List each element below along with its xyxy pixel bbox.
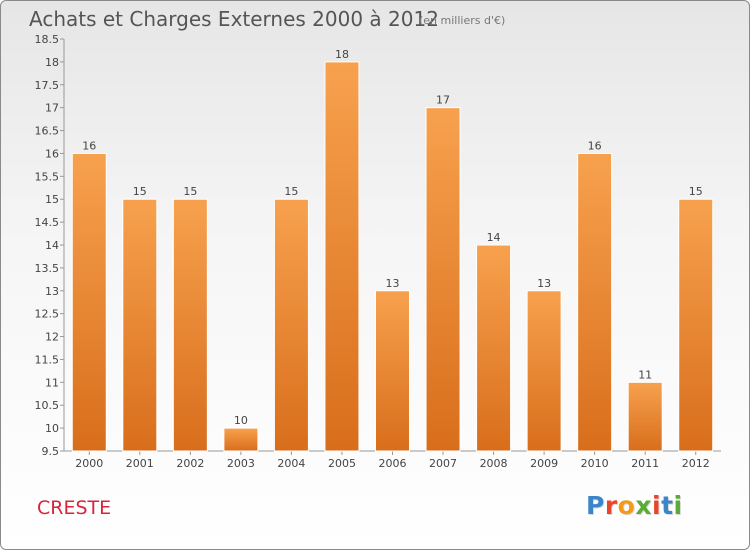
logo-letter: P <box>586 491 605 520</box>
y-tick-label: 13.5 <box>35 262 60 275</box>
x-tick-label: 2006 <box>379 457 407 470</box>
y-tick-label: 17.5 <box>35 79 60 92</box>
bar-value-label: 15 <box>284 185 298 198</box>
y-tick-label: 15.5 <box>35 170 60 183</box>
y-tick-label: 14 <box>45 239 59 252</box>
y-tick-label: 10 <box>45 422 59 435</box>
y-tick-label: 16 <box>45 147 59 160</box>
bar-value-label: 13 <box>386 277 400 290</box>
chart-axes: 9.5 10 10.5 11 11.5 12 12.5 13 13.5 14 14.5 15 15.5 1… <box>35 33 721 470</box>
y-tick-label: 13 <box>45 285 59 298</box>
bar-2003[interactable] <box>223 427 259 452</box>
bar-value-label: 14 <box>487 231 501 244</box>
x-tick-label: 2004 <box>277 457 305 470</box>
y-tick-label: 10.5 <box>35 399 60 412</box>
y-tick-label: 12 <box>45 331 59 344</box>
y-tick-label: 12.5 <box>35 308 60 321</box>
logo-letter: t <box>661 491 674 520</box>
bar-2004[interactable] <box>273 198 309 452</box>
x-tick-label: 2005 <box>328 457 356 470</box>
bar-2011[interactable] <box>627 381 663 452</box>
logo-letter: i <box>673 491 683 520</box>
bar-value-label: 16 <box>588 139 602 152</box>
bar-2006[interactable] <box>375 290 410 452</box>
bar-2008[interactable] <box>476 244 512 452</box>
bar-2000[interactable] <box>71 152 107 452</box>
logo-letter: r <box>604 491 618 520</box>
x-tick-label: 2000 <box>75 457 103 470</box>
x-tick-label: 2007 <box>429 457 457 470</box>
commune-name: CRESTE <box>37 497 112 519</box>
bar-value-label: 18 <box>335 48 349 61</box>
y-tick-label: 16.5 <box>35 125 60 138</box>
bar-value-label: 10 <box>234 414 248 427</box>
y-tick-label: 9.5 <box>42 445 60 458</box>
bar-value-label: 17 <box>436 94 450 107</box>
x-tick-label: 2002 <box>176 457 204 470</box>
chart-title: Achats et Charges Externes 2000 à 2012 <box>29 7 439 31</box>
bar-2005[interactable] <box>324 61 360 452</box>
logo-letter: i <box>652 491 662 520</box>
bar-value-label: 13 <box>537 277 551 290</box>
chart-unit: (en milliers d'€) <box>419 14 506 27</box>
logo-letter: x <box>635 491 652 520</box>
bar-2007[interactable] <box>425 107 461 452</box>
bar-2010[interactable] <box>577 152 613 452</box>
y-tick-label: 18.5 <box>35 33 60 46</box>
logo-letter: o <box>617 491 636 520</box>
y-tick-label: 11 <box>45 376 59 389</box>
chart-bars <box>71 61 714 452</box>
y-tick-label: 14.5 <box>35 216 60 229</box>
bar-value-label: 16 <box>82 139 96 152</box>
bar-2012[interactable] <box>678 198 714 452</box>
y-tick-label: 11.5 <box>35 353 60 366</box>
y-tick-label: 17 <box>45 102 59 115</box>
y-tick-label: 18 <box>45 56 59 69</box>
bar-2001[interactable] <box>122 198 158 452</box>
bar-value-label: 15 <box>689 185 703 198</box>
bar-2009[interactable] <box>526 290 562 452</box>
x-tick-label: 2012 <box>682 457 710 470</box>
bar-value-label: 15 <box>133 185 147 198</box>
x-tick-label: 2001 <box>126 457 154 470</box>
x-tick-label: 2010 <box>581 457 609 470</box>
bar-value-label: 15 <box>183 185 197 198</box>
proxiti-logo[interactable]: Proxiti <box>586 491 683 520</box>
x-tick-label: 2009 <box>530 457 558 470</box>
x-tick-label: 2008 <box>480 457 508 470</box>
x-tick-label: 2011 <box>631 457 659 470</box>
chart-value-labels: 16 15 15 10 15 18 13 17 14 13 16 11 15 <box>82 48 702 427</box>
x-tick-label: 2003 <box>227 457 255 470</box>
bar-value-label: 11 <box>638 368 652 381</box>
y-tick-label: 15 <box>45 193 59 206</box>
bar-2002[interactable] <box>172 198 208 452</box>
